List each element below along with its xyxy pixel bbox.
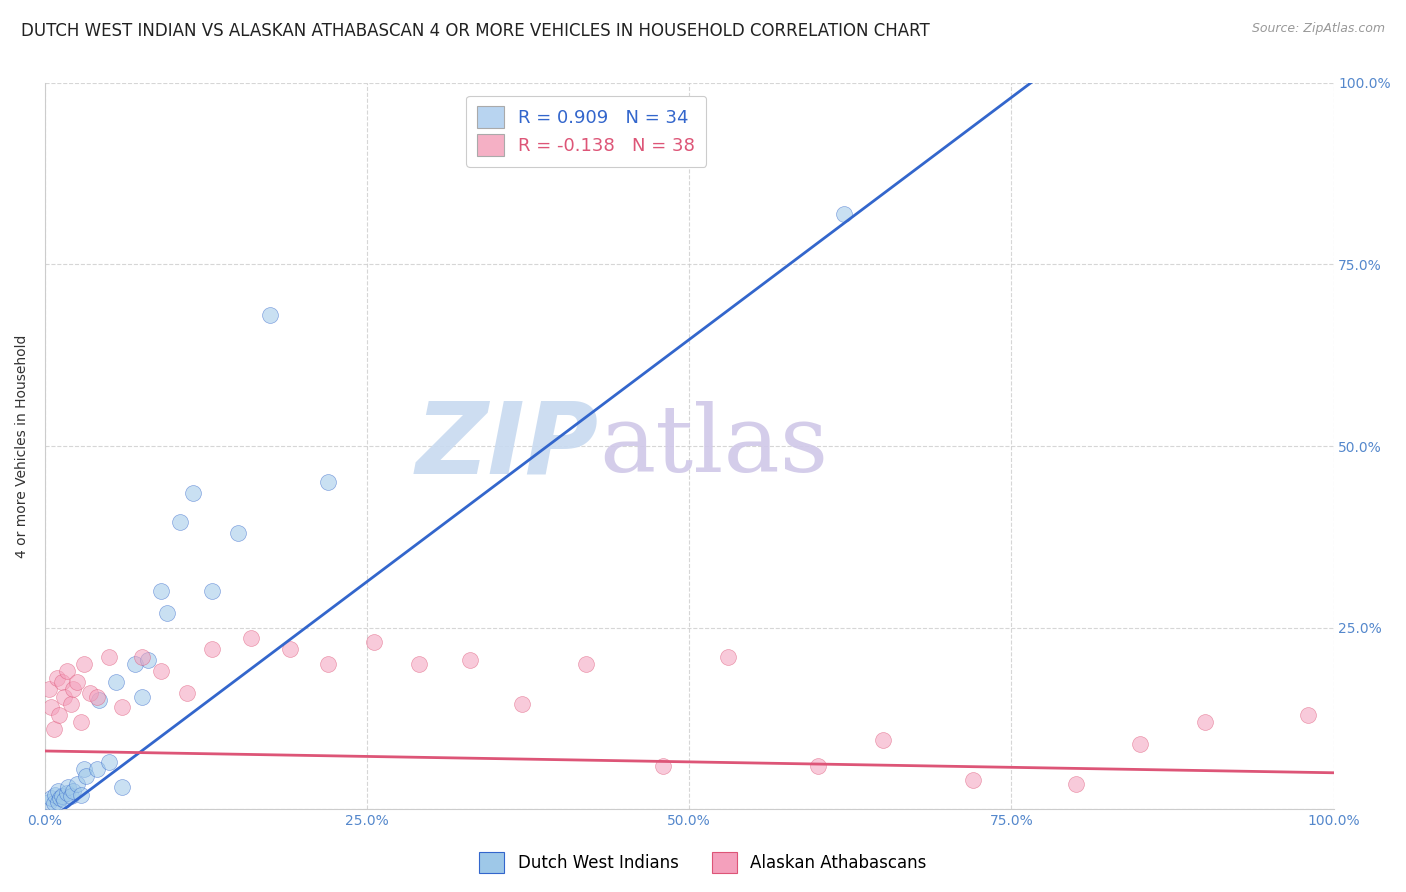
Text: Source: ZipAtlas.com: Source: ZipAtlas.com [1251, 22, 1385, 36]
Point [1064, 777, 1087, 791]
Point [652, 758, 675, 772]
Point [86, 762, 108, 776]
Point [70, 788, 93, 802]
Point [510, 697, 533, 711]
Point [149, 664, 172, 678]
Point [51, 675, 73, 690]
Point [149, 584, 172, 599]
Point [1296, 707, 1319, 722]
Text: DUTCH WEST INDIAN VS ALASKAN ATHABASCAN 4 OR MORE VEHICLES IN HOUSEHOLD CORRELAT: DUTCH WEST INDIAN VS ALASKAN ATHABASCAN … [21, 22, 929, 40]
Point [408, 657, 430, 671]
Point [75, 769, 97, 783]
Point [56, 786, 79, 800]
Point [240, 632, 263, 646]
Point [56, 780, 79, 795]
Point [807, 758, 830, 772]
Point [104, 675, 127, 690]
Point [70, 714, 93, 729]
Point [318, 475, 340, 490]
Point [111, 700, 134, 714]
Point [53, 793, 76, 807]
Legend: R = 0.909   N = 34, R = -0.138   N = 38: R = 0.909 N = 34, R = -0.138 N = 38 [467, 95, 706, 167]
Point [38, 795, 60, 809]
Point [38, 682, 60, 697]
Point [59, 697, 82, 711]
Legend: Dutch West Indians, Alaskan Athabascans: Dutch West Indians, Alaskan Athabascans [472, 846, 934, 880]
Point [86, 690, 108, 704]
Point [363, 635, 385, 649]
Point [44, 788, 66, 802]
Point [41, 700, 63, 714]
Point [259, 308, 281, 322]
Point [575, 657, 598, 671]
Point [136, 653, 159, 667]
Point [1129, 737, 1152, 751]
Point [962, 772, 984, 787]
Point [49, 791, 72, 805]
Point [98, 755, 121, 769]
Point [46, 784, 69, 798]
Point [111, 780, 134, 795]
Point [181, 486, 204, 500]
Point [832, 207, 855, 221]
Point [51, 789, 73, 803]
Y-axis label: 4 or more Vehicles in Household: 4 or more Vehicles in Household [15, 334, 30, 558]
Point [201, 642, 224, 657]
Point [87, 693, 110, 707]
Text: ZIP: ZIP [416, 398, 599, 494]
Point [79, 686, 101, 700]
Point [62, 784, 84, 798]
Text: atlas: atlas [599, 401, 828, 491]
Point [48, 707, 70, 722]
Point [226, 526, 249, 541]
Point [176, 686, 198, 700]
Point [41, 791, 63, 805]
Point [59, 789, 82, 803]
Point [56, 664, 79, 678]
Point [72, 762, 94, 776]
Point [72, 657, 94, 671]
Point [131, 690, 153, 704]
Point [66, 675, 89, 690]
Point [278, 642, 301, 657]
Point [156, 606, 179, 620]
Point [458, 653, 481, 667]
Point [98, 649, 121, 664]
Point [1194, 714, 1216, 729]
Point [46, 795, 69, 809]
Point [42, 797, 65, 811]
Point [53, 690, 76, 704]
Point [318, 657, 340, 671]
Point [201, 584, 224, 599]
Point [872, 733, 894, 747]
Point [45, 672, 67, 686]
Point [717, 649, 740, 664]
Point [66, 777, 89, 791]
Point [124, 657, 146, 671]
Point [169, 515, 191, 529]
Point [62, 682, 84, 697]
Point [42, 722, 65, 736]
Point [131, 649, 153, 664]
